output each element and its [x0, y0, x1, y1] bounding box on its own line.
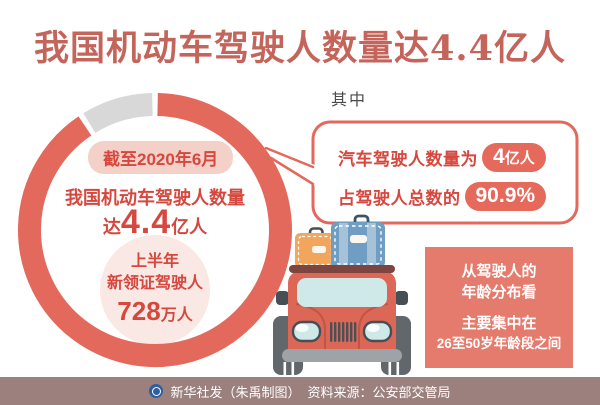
- inner-circle-text: 上半年 新领证驾驶人 728万人: [55, 251, 255, 332]
- right-headlight: [362, 320, 393, 343]
- row2-label: 占驾驶人总数的: [338, 189, 461, 208]
- date-badge: 截至2020年6月: [88, 141, 234, 174]
- roof-rack: [289, 265, 395, 273]
- row1-value: 4: [493, 145, 505, 168]
- donut-inner-circle: [100, 235, 210, 345]
- donut-segment-其他: [83, 93, 153, 134]
- donut-caption-line2: 达4.4亿人: [35, 203, 275, 242]
- row2-value-pill: 90.9%: [464, 182, 547, 211]
- bumper: [282, 349, 402, 362]
- car-illustration: [273, 265, 411, 375]
- inner-line2: 新领证驾驶人: [106, 275, 203, 292]
- page-title: 我国机动车驾驶人数量达4.4亿人: [34, 28, 566, 69]
- donut-segment-汽车驾驶人: [18, 93, 292, 367]
- line2-prefix: 达: [102, 217, 121, 237]
- left-headlight: [291, 320, 322, 343]
- blue-suitcase: [331, 214, 385, 268]
- donut-caption-line1: 我国机动车驾驶人数量: [65, 188, 245, 208]
- row1-value-pill: 4 亿人: [482, 143, 546, 172]
- spacer: [425, 303, 573, 313]
- inner-value: 728: [117, 296, 161, 326]
- right-mirror: [395, 291, 408, 305]
- age-line3: 主要集中在: [461, 315, 537, 332]
- grille: [330, 322, 357, 342]
- age-line4: 26至50岁年龄段之间: [436, 336, 562, 351]
- orange-suitcase: [295, 227, 335, 268]
- donut-chart: [18, 93, 292, 367]
- row2-value: 90.9%: [475, 184, 536, 207]
- age-line2: 年龄分布看: [461, 284, 537, 301]
- line2-suffix: 亿人: [171, 217, 208, 237]
- footer-source: 资料来源：公安部交管局: [307, 384, 451, 400]
- row1-unit: 亿人: [504, 150, 535, 167]
- footer-bar: 新华社发（朱禹制图） 资料来源：公安部交管局: [0, 377, 600, 405]
- age-line1: 从驾驶人的: [461, 263, 537, 280]
- left-mirror: [276, 291, 289, 305]
- footer-credit: 新华社发（朱禹制图）: [170, 384, 301, 400]
- inner-unit: 万人: [160, 307, 193, 324]
- bubble-heading: 其中: [331, 92, 368, 109]
- row1-label: 汽车驾驶人数量为: [338, 150, 478, 169]
- xinhua-logo-icon: [149, 384, 164, 398]
- line2-value: 4.4: [120, 203, 172, 241]
- age-distribution-box: 从驾驶人的 年龄分布看 主要集中在 26至50岁年龄段之间: [425, 247, 573, 368]
- windshield: [297, 278, 387, 307]
- luggage-illustration: [295, 214, 385, 268]
- bubble-row1: 汽车驾驶人数量为 4 亿人: [338, 142, 546, 173]
- inner-line1: 上半年: [130, 253, 179, 270]
- bubble-row2: 占驾驶人总数的 90.9%: [338, 181, 547, 212]
